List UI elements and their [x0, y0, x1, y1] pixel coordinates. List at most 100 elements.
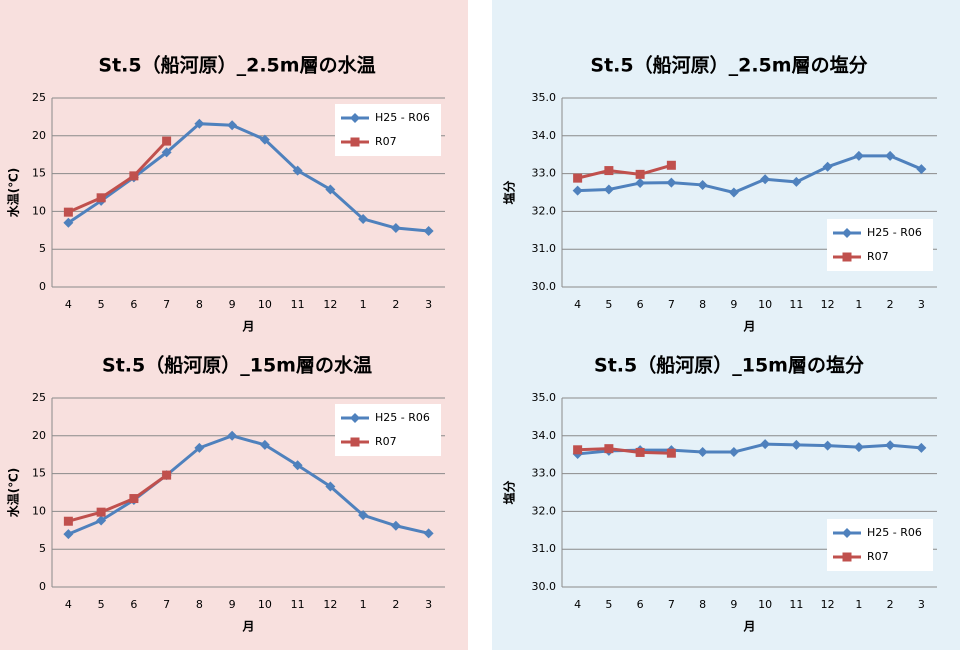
legend-box	[827, 219, 933, 271]
x-tick-label: 10	[258, 298, 272, 311]
x-tick-label: 5	[605, 598, 612, 611]
marker	[885, 440, 896, 451]
marker	[791, 176, 802, 187]
marker	[227, 120, 238, 131]
series-line	[67, 473, 168, 523]
legend-box	[827, 519, 933, 571]
marker	[603, 184, 614, 195]
marker	[604, 166, 614, 176]
marker	[728, 447, 739, 458]
y-axis-label: 塩分	[502, 480, 517, 504]
x-tick-label: 1	[855, 598, 862, 611]
x-axis-label: 月	[742, 320, 755, 334]
marker	[635, 169, 645, 179]
marker	[885, 150, 896, 161]
x-tick-label: 3	[425, 598, 432, 611]
y-axis-label: 水温(℃)	[6, 168, 21, 218]
chart: St.5（船河原）_15m層の塩分 30.0 31.0 32.0 33.0 34.0 35.…	[502, 354, 937, 634]
y-tick-label: 25	[32, 91, 46, 104]
marker	[916, 442, 927, 453]
marker	[194, 442, 205, 453]
legend-box	[335, 104, 441, 156]
x-tick-label: 12	[821, 298, 835, 311]
marker	[822, 440, 833, 451]
marker	[292, 165, 303, 176]
series-line	[67, 140, 168, 214]
marker	[573, 173, 583, 183]
x-tick-label: 5	[98, 298, 105, 311]
marker	[350, 413, 360, 423]
x-tick-label: 1	[855, 298, 862, 311]
marker	[760, 174, 771, 185]
chart: St.5（船河原）_2.5m層の塩分30.031.032.033.034.035…	[502, 54, 937, 334]
marker	[162, 470, 172, 480]
x-tick-label: 9	[730, 298, 737, 311]
x-axis-label: 月	[241, 620, 254, 634]
x-tick-label: 10	[758, 298, 772, 311]
legend-label: H25 - R06	[867, 526, 922, 539]
x-tick-label: 8	[196, 598, 203, 611]
marker	[358, 510, 369, 521]
marker	[822, 161, 833, 172]
series-line	[67, 434, 429, 536]
marker	[573, 445, 583, 455]
marker	[194, 118, 205, 129]
y-tick-label: 33.0	[532, 467, 557, 480]
x-tick-label: 2	[887, 298, 894, 311]
chart-title: St.5（船河原）_2.5m層の水温	[98, 54, 375, 77]
marker	[842, 252, 852, 262]
marker	[292, 460, 303, 471]
x-tick-label: 7	[163, 598, 170, 611]
marker	[162, 136, 172, 146]
series-line	[577, 442, 922, 456]
y-tick-label: 32.0	[532, 504, 557, 517]
y-tick-label: 32.0	[532, 204, 557, 217]
y-tick-label: 35.0	[532, 391, 557, 404]
x-tick-label: 2	[392, 598, 399, 611]
marker	[635, 178, 646, 189]
x-tick-label: 4	[65, 298, 72, 311]
legend-label: H25 - R06	[375, 111, 430, 124]
x-tick-label: 11	[789, 598, 803, 611]
x-tick-label: 3	[918, 298, 925, 311]
x-tick-label: 3	[918, 598, 925, 611]
marker	[350, 437, 360, 447]
marker	[697, 447, 708, 458]
marker	[853, 442, 864, 453]
y-tick-label: 25	[32, 391, 46, 404]
x-tick-label: 4	[574, 298, 581, 311]
chart-title: St.5（船河原）_15m層の塩分	[594, 354, 864, 377]
marker	[161, 147, 172, 158]
marker	[604, 444, 614, 454]
x-tick-label: 7	[668, 298, 675, 311]
legend-label: R07	[375, 435, 397, 448]
marker	[666, 160, 676, 170]
marker	[96, 507, 106, 517]
y-axis-label: 塩分	[502, 180, 517, 204]
y-tick-label: 20	[32, 129, 46, 142]
x-tick-label: 11	[291, 598, 305, 611]
x-tick-label: 2	[887, 598, 894, 611]
y-tick-label: 10	[32, 504, 46, 517]
x-tick-label: 7	[163, 298, 170, 311]
x-tick-label: 11	[789, 298, 803, 311]
legend-label: R07	[867, 550, 889, 563]
x-tick-label: 2	[392, 298, 399, 311]
x-tick-label: 6	[130, 598, 137, 611]
marker	[259, 134, 270, 145]
x-tick-label: 7	[668, 598, 675, 611]
x-tick-label: 9	[229, 598, 236, 611]
marker	[350, 113, 360, 123]
marker	[916, 164, 927, 175]
x-tick-label: 11	[291, 298, 305, 311]
chart-title: St.5（船河原）_15m層の水温	[102, 354, 372, 377]
x-tick-label: 10	[758, 598, 772, 611]
series-line	[577, 154, 922, 195]
legend-label: R07	[867, 250, 889, 263]
x-tick-label: 3	[425, 298, 432, 311]
y-tick-label: 30.0	[532, 580, 557, 593]
marker	[853, 150, 864, 161]
x-tick-label: 4	[574, 598, 581, 611]
